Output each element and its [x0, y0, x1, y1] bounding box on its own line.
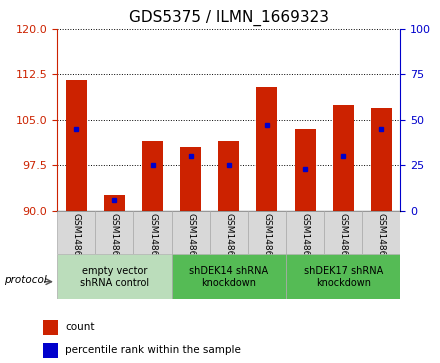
Text: GSM1486443: GSM1486443: [186, 213, 195, 273]
Text: GSM1486444: GSM1486444: [224, 213, 233, 273]
Bar: [180, 147, 201, 211]
Bar: [324, 211, 362, 254]
Bar: [172, 211, 210, 254]
Bar: [43, 343, 58, 358]
Title: GDS5375 / ILMN_1669323: GDS5375 / ILMN_1669323: [129, 10, 329, 26]
Text: GSM1486448: GSM1486448: [377, 213, 386, 273]
Text: percentile rank within the sample: percentile rank within the sample: [65, 345, 241, 355]
Bar: [43, 320, 58, 335]
Bar: [104, 195, 125, 211]
Bar: [218, 141, 239, 211]
Text: GSM1486441: GSM1486441: [110, 213, 119, 273]
Text: empty vector
shRNA control: empty vector shRNA control: [80, 266, 149, 287]
Bar: [133, 211, 172, 254]
Bar: [371, 108, 392, 211]
Bar: [257, 86, 278, 211]
Bar: [95, 211, 133, 254]
Text: GSM1486447: GSM1486447: [339, 213, 348, 273]
Text: shDEK14 shRNA
knockdown: shDEK14 shRNA knockdown: [189, 266, 268, 287]
Bar: [57, 211, 95, 254]
Bar: [57, 254, 172, 299]
Bar: [286, 211, 324, 254]
Text: GSM1486442: GSM1486442: [148, 213, 157, 273]
Text: shDEK17 shRNA
knockdown: shDEK17 shRNA knockdown: [304, 266, 383, 287]
Text: GSM1486446: GSM1486446: [301, 213, 310, 273]
Bar: [210, 211, 248, 254]
Text: GSM1486440: GSM1486440: [72, 213, 81, 273]
Bar: [172, 254, 286, 299]
Text: protocol: protocol: [4, 274, 47, 285]
Text: GSM1486445: GSM1486445: [262, 213, 271, 273]
Bar: [248, 211, 286, 254]
Bar: [66, 81, 87, 211]
Text: count: count: [65, 322, 95, 333]
Bar: [142, 141, 163, 211]
Bar: [286, 254, 400, 299]
Bar: [362, 211, 400, 254]
Bar: [333, 105, 354, 211]
Bar: [295, 129, 315, 211]
